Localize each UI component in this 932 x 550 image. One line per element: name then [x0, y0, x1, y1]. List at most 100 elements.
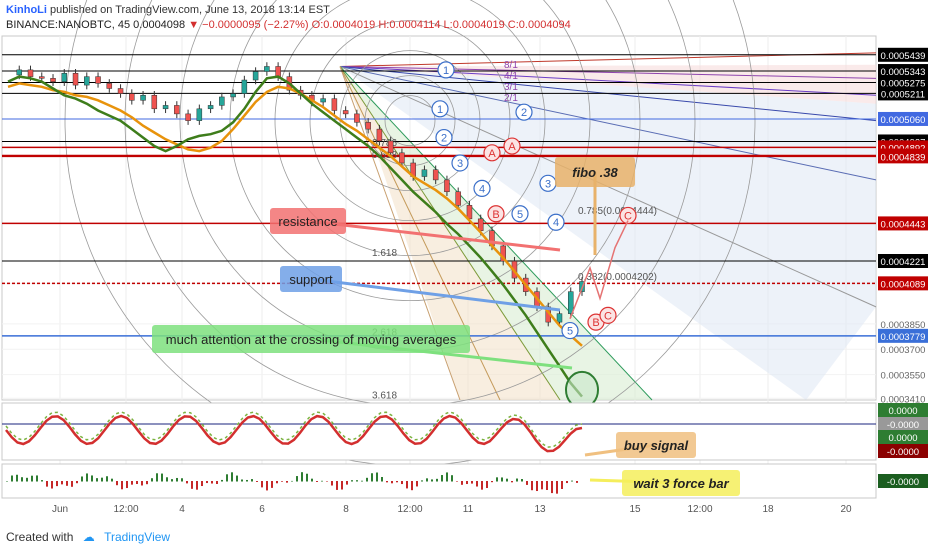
force-bar [226, 474, 228, 482]
wave-label-blue [437, 61, 455, 79]
wave-label-blue [451, 154, 469, 172]
force-bar [246, 479, 248, 482]
force-bar [346, 481, 348, 485]
force-bar [406, 481, 408, 489]
price-axis-badge [878, 75, 928, 90]
wave-label-text: A [508, 141, 516, 153]
time-axis-label: 12:00 [113, 504, 138, 515]
annotation-support [280, 266, 342, 292]
price-axis-label: 0.0004839 [881, 152, 926, 163]
force-bar [236, 475, 238, 482]
force-bar [141, 481, 143, 486]
force-bar [211, 481, 213, 484]
time-axis-label: 12:00 [397, 504, 422, 515]
force-bar [326, 481, 328, 482]
force-bar [381, 476, 383, 482]
force-bar [396, 481, 398, 483]
force-pane [1, 463, 877, 499]
time-axis-label: 8 [343, 504, 349, 515]
force-bar [91, 475, 93, 482]
fan-label: 4/1 [504, 71, 518, 82]
force-bar [421, 480, 423, 482]
candle-body [72, 72, 79, 86]
candle-body [230, 93, 236, 98]
oscillator-value: -0.0000 [887, 420, 919, 431]
force-bar [561, 481, 563, 489]
publish-header: KinhoLi published on TradingView.com, Ju… [6, 4, 330, 16]
fib-label: 0.786 [372, 138, 397, 149]
wave-label-text: 4 [553, 217, 559, 229]
annotation-ma-crossing [152, 325, 470, 353]
candle-body [556, 313, 563, 323]
price-axis-label: 0.0005275 [881, 79, 926, 90]
wave-label-text: 2 [521, 107, 527, 119]
author-name[interactable]: KinhoLi [6, 4, 47, 16]
force-bar [116, 481, 118, 486]
fib-label: 0.618 [372, 150, 397, 161]
force-bar [176, 477, 178, 482]
force-bar [526, 481, 528, 485]
wave-label-circle [473, 179, 491, 197]
force-bar [71, 481, 73, 487]
wave-label-circle [437, 61, 455, 79]
candle-body [50, 78, 56, 82]
wave-label-red [619, 206, 637, 225]
annotation-resistance-pointer [307, 219, 561, 252]
force-bar [571, 480, 573, 482]
candle-body [241, 79, 248, 94]
force-bar [201, 481, 203, 487]
tradingview-brand[interactable]: TradingView [104, 530, 171, 544]
annotation-support-pointer [310, 277, 561, 312]
candle-body [151, 95, 158, 110]
candle-body [432, 169, 439, 181]
price-axis-label: 0.0003850 [881, 320, 926, 331]
candle-body [84, 76, 90, 86]
price-axis-label: 0.0005439 [881, 51, 926, 62]
price-axis-badge [878, 86, 928, 101]
symbol-ohlc: O:0.0004019 H:0.0004114 L:0.0004019 C:0.… [311, 19, 571, 31]
force-bar [161, 473, 163, 482]
force-bar [301, 472, 303, 482]
fib-circle [229, 0, 591, 301]
force-bar [191, 481, 193, 489]
candle-body [320, 98, 326, 103]
force-bar [36, 475, 38, 482]
fan-label: 8/1 [504, 60, 518, 71]
candle-body [331, 98, 338, 111]
fan-line [339, 65, 877, 79]
force-bar [521, 479, 523, 482]
force-bar [121, 481, 123, 490]
symbol-price: 0.0004098 [133, 19, 186, 31]
force-bar [81, 476, 83, 482]
force-bar [111, 478, 113, 482]
force-bar [376, 472, 378, 482]
force-bar [151, 478, 153, 482]
oscillator-line-green [5, 411, 583, 448]
force-bar [451, 475, 453, 482]
fan-region-red [340, 64, 876, 104]
wave-label-text: 5 [517, 209, 523, 221]
force-bar [21, 477, 23, 482]
candle-body [444, 179, 450, 193]
force-bar [436, 478, 438, 482]
price-axis-badge [878, 328, 928, 343]
candle-body [27, 69, 34, 77]
moving-average-line [7, 75, 583, 398]
candle-body [455, 191, 461, 206]
tradingview-logo-icon[interactable]: ☁ [82, 530, 95, 544]
candle-body [207, 105, 214, 110]
candle-body [196, 108, 203, 121]
candle-body [117, 88, 124, 94]
force-bar [221, 479, 223, 482]
candle-body [39, 76, 45, 79]
force-bar [576, 481, 578, 483]
force-bar [66, 481, 68, 486]
fan-line [339, 66, 653, 401]
time-axis-label: 15 [629, 504, 641, 515]
price-axis-label: 0.0003779 [881, 332, 926, 343]
price-axis-label: 0.0003410 [881, 394, 926, 405]
candle-body [16, 69, 23, 76]
force-bar [171, 479, 173, 482]
force-value: -0.0000 [887, 477, 919, 488]
